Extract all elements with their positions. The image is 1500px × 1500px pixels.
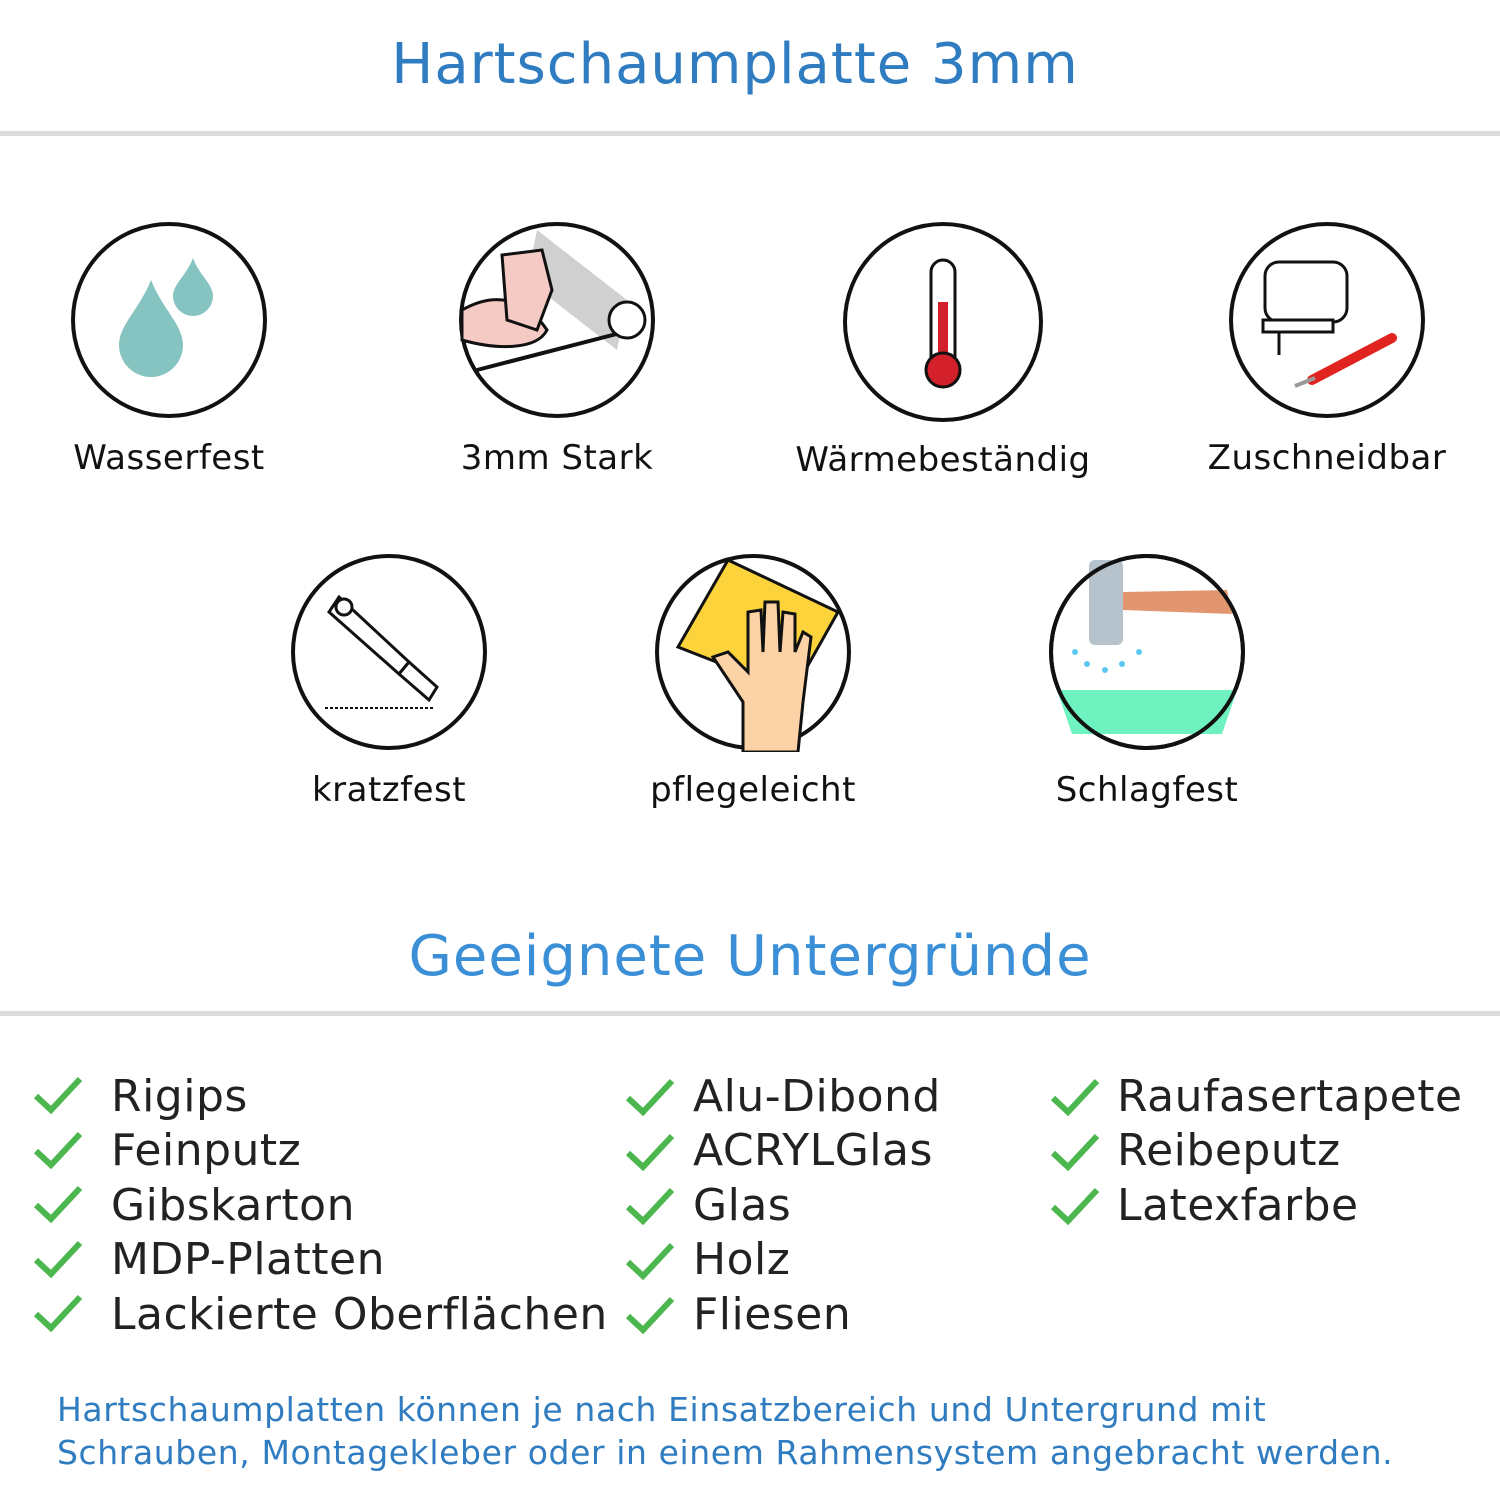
feature-pflegeleicht: pflegeleicht bbox=[583, 552, 923, 810]
note-line: Hartschaumplatten können je nach Einsatz… bbox=[57, 1390, 1267, 1429]
feature-zuschneidbar: Zuschneidbar bbox=[1157, 220, 1497, 478]
feature-waermebestaendig: Wärmebeständig bbox=[773, 222, 1113, 480]
water-drops-icon bbox=[71, 222, 267, 418]
hammer-icon bbox=[1049, 554, 1245, 750]
check-icon bbox=[625, 1242, 675, 1280]
feature-label: Wasserfest bbox=[73, 438, 265, 478]
check-icon bbox=[1050, 1188, 1100, 1226]
strong-arm-icon bbox=[459, 222, 655, 418]
list-item: Holz bbox=[625, 1233, 941, 1288]
list-item: Feinputz bbox=[33, 1124, 608, 1179]
check-icon bbox=[33, 1131, 83, 1169]
jigsaw-cutter-icon bbox=[1229, 222, 1425, 418]
list-item: Latexfarbe bbox=[1050, 1178, 1463, 1233]
check-icon bbox=[625, 1188, 675, 1226]
check-icon bbox=[625, 1297, 675, 1335]
feature-kratzfest: kratzfest bbox=[219, 552, 559, 810]
surface-list-1: Rigips Feinputz Gibskarton MDP-Platten L… bbox=[33, 1069, 608, 1342]
list-item: Reibeputz bbox=[1050, 1124, 1463, 1179]
list-item: Gibskarton bbox=[33, 1178, 608, 1233]
box-cutter-icon bbox=[291, 554, 487, 750]
check-icon bbox=[625, 1079, 675, 1117]
check-icon bbox=[1050, 1079, 1100, 1117]
surface-list-3: Raufasertapete Reibeputz Latexfarbe bbox=[1050, 1069, 1463, 1233]
mounting-note: Hartschaumplatten können je nach Einsatz… bbox=[57, 1388, 1393, 1474]
thermometer-icon bbox=[843, 222, 1043, 422]
feature-wasserfest: Wasserfest bbox=[0, 220, 339, 478]
list-item: Rigips bbox=[33, 1069, 608, 1124]
list-item: Alu-Dibond bbox=[625, 1069, 941, 1124]
check-icon bbox=[1050, 1133, 1100, 1171]
hand-cloth-icon bbox=[655, 554, 851, 752]
check-icon bbox=[33, 1295, 83, 1333]
feature-label: 3mm Stark bbox=[460, 438, 654, 478]
divider bbox=[0, 131, 1500, 136]
check-icon bbox=[625, 1133, 675, 1171]
list-item: ACRYLGlas bbox=[625, 1124, 941, 1179]
feature-schlagfest: Schlagfest bbox=[977, 552, 1317, 810]
feature-label: Zuschneidbar bbox=[1207, 438, 1447, 478]
feature-label: Schlagfest bbox=[1055, 770, 1239, 810]
section-title: Geeignete Untergründe bbox=[408, 924, 1092, 989]
feature-label: Wärmebeständig bbox=[795, 440, 1091, 480]
check-icon bbox=[33, 1240, 83, 1278]
list-item: Fliesen bbox=[625, 1287, 941, 1342]
divider bbox=[0, 1011, 1500, 1016]
page-title: Hartschaumplatte 3mm bbox=[391, 32, 1079, 97]
feature-label: kratzfest bbox=[311, 770, 467, 810]
note-line: Schrauben, Montagekleber oder in einem R… bbox=[57, 1433, 1394, 1472]
feature-3mm-stark: 3mm Stark bbox=[387, 220, 727, 478]
surface-list-2: Alu-Dibond ACRYLGlas Glas Holz Fliesen bbox=[625, 1069, 941, 1342]
check-icon bbox=[33, 1077, 83, 1115]
list-item: Raufasertapete bbox=[1050, 1069, 1463, 1124]
list-item: Glas bbox=[625, 1178, 941, 1233]
feature-label: pflegeleicht bbox=[650, 770, 856, 810]
list-item: Lackierte Oberflächen bbox=[33, 1287, 608, 1342]
list-item: MDP-Platten bbox=[33, 1233, 608, 1288]
check-icon bbox=[33, 1186, 83, 1224]
